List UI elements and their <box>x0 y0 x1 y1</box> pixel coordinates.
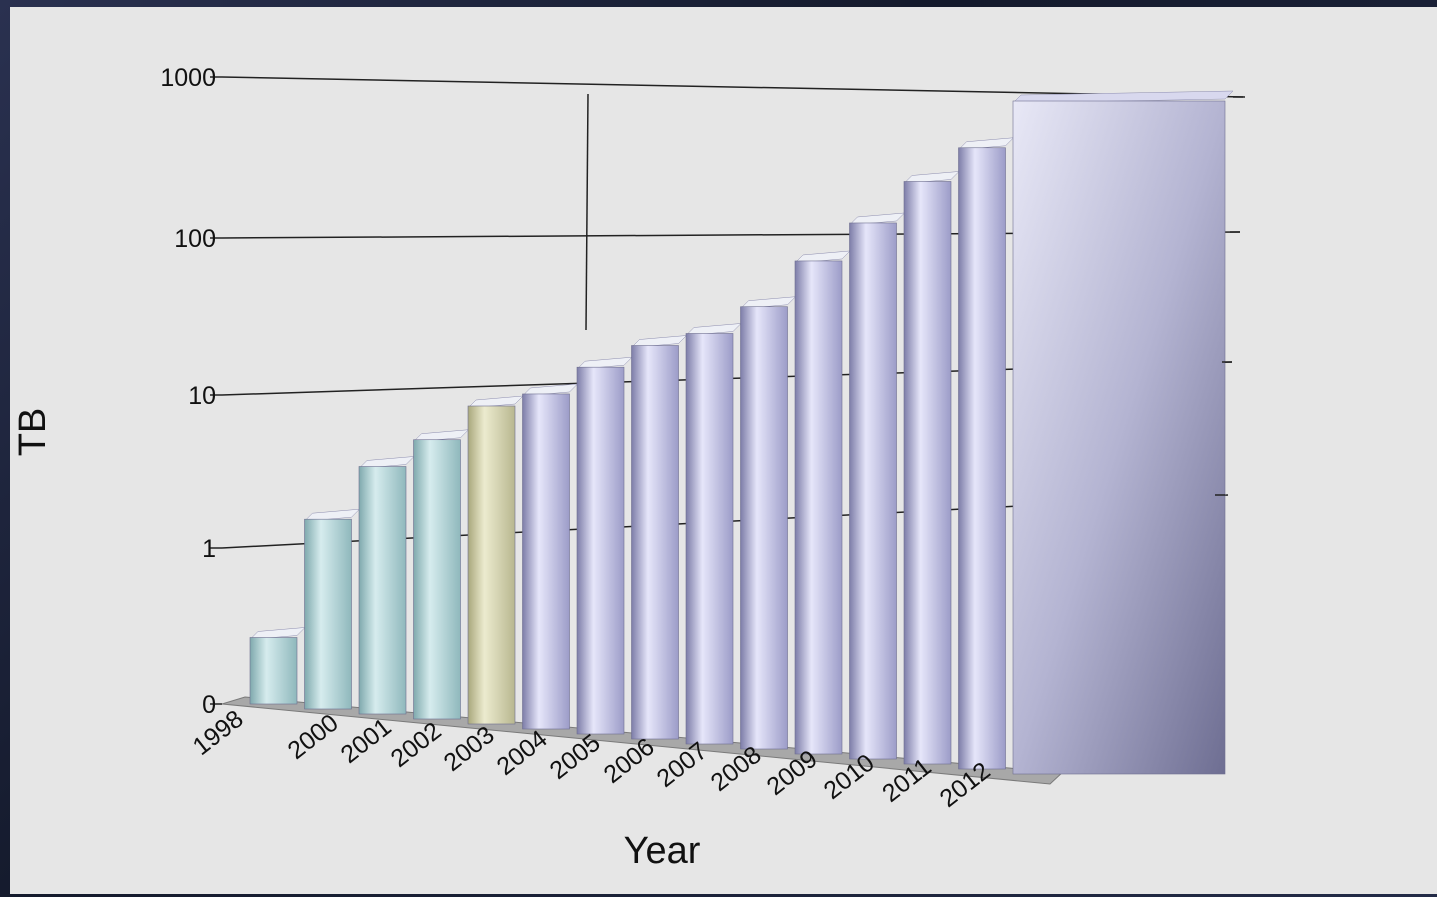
grid-line <box>585 93 589 331</box>
y-tick-label: 0 <box>202 691 216 719</box>
bar <box>521 383 579 730</box>
bar <box>576 356 633 735</box>
bar-top <box>1012 90 1234 104</box>
bar-face <box>740 306 788 750</box>
bar-face <box>903 181 952 765</box>
bar-face <box>685 333 734 745</box>
bar-face <box>794 260 843 755</box>
bar-face <box>358 466 407 715</box>
bar <box>739 296 797 750</box>
bar-face <box>849 222 897 760</box>
y-tick-label: 1000 <box>160 64 216 92</box>
bar-face <box>413 439 461 720</box>
grid-line <box>221 76 1246 98</box>
bar <box>903 171 960 765</box>
bar-face <box>958 147 1006 770</box>
x-axis-title: Year <box>624 830 701 872</box>
x-tick-label: 2000 <box>283 709 344 765</box>
bar <box>1012 90 1234 775</box>
bar <box>467 395 524 725</box>
bar-face <box>631 345 679 740</box>
y-axis-title: TB <box>12 408 54 457</box>
bar <box>412 429 470 720</box>
bar <box>303 508 361 710</box>
y-tick-label: 100 <box>174 225 216 253</box>
bar-face <box>249 637 298 705</box>
bar-face <box>576 366 625 735</box>
bar-face <box>522 393 570 730</box>
bar <box>794 250 851 755</box>
bar <box>685 323 742 745</box>
bar <box>957 137 1015 770</box>
bar <box>358 456 415 715</box>
bar-face <box>1012 100 1226 775</box>
bar <box>249 627 306 705</box>
bar <box>848 212 906 760</box>
bar-face <box>304 518 352 710</box>
bar <box>630 335 688 740</box>
x-tick-label: 1998 <box>188 705 249 761</box>
x-tick-label: 2001 <box>336 713 397 769</box>
y-tick-label: 10 <box>188 382 216 410</box>
bar-face <box>467 405 516 725</box>
y-tick-label: 1 <box>202 535 216 563</box>
